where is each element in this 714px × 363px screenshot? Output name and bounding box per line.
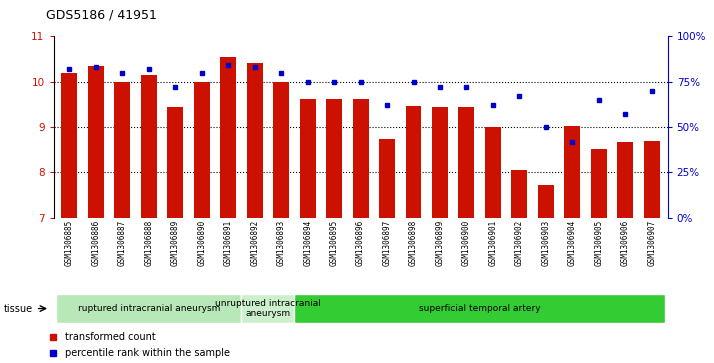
- Text: transformed count: transformed count: [65, 332, 156, 342]
- Bar: [326, 99, 342, 218]
- Text: percentile rank within the sample: percentile rank within the sample: [65, 348, 230, 358]
- Bar: [379, 139, 395, 218]
- Bar: [247, 62, 263, 218]
- Text: GSM1306905: GSM1306905: [594, 219, 603, 266]
- Bar: [88, 66, 104, 218]
- Bar: [406, 106, 421, 218]
- Text: GSM1306885: GSM1306885: [65, 219, 74, 266]
- Bar: [564, 126, 580, 218]
- Text: GSM1306906: GSM1306906: [620, 219, 630, 266]
- Text: GSM1306897: GSM1306897: [383, 219, 391, 266]
- Bar: [141, 75, 157, 218]
- Bar: [353, 99, 368, 218]
- Bar: [294, 294, 665, 323]
- Bar: [644, 141, 660, 218]
- Text: tissue: tissue: [4, 303, 33, 314]
- Text: GSM1306907: GSM1306907: [647, 219, 656, 266]
- Text: GSM1306894: GSM1306894: [303, 219, 312, 266]
- Bar: [193, 82, 210, 218]
- Bar: [458, 107, 474, 218]
- Text: unruptured intracranial
aneurysm: unruptured intracranial aneurysm: [215, 299, 321, 318]
- Bar: [56, 294, 241, 323]
- Bar: [618, 142, 633, 218]
- Text: GSM1306888: GSM1306888: [144, 219, 154, 266]
- Bar: [114, 82, 130, 218]
- Text: GSM1306893: GSM1306893: [276, 219, 286, 266]
- Text: GSM1306886: GSM1306886: [91, 219, 101, 266]
- Text: GSM1306895: GSM1306895: [330, 219, 338, 266]
- Text: GDS5186 / 41951: GDS5186 / 41951: [46, 9, 157, 22]
- Bar: [590, 149, 607, 218]
- Bar: [61, 73, 77, 218]
- Text: GSM1306898: GSM1306898: [409, 219, 418, 266]
- Text: GSM1306903: GSM1306903: [541, 219, 550, 266]
- Bar: [221, 57, 236, 218]
- Text: ruptured intracranial aneurysm: ruptured intracranial aneurysm: [78, 304, 220, 313]
- Text: GSM1306899: GSM1306899: [436, 219, 445, 266]
- Text: GSM1306892: GSM1306892: [250, 219, 259, 266]
- Text: GSM1306902: GSM1306902: [515, 219, 524, 266]
- Bar: [511, 170, 528, 218]
- Text: GSM1306904: GSM1306904: [568, 219, 577, 266]
- Text: GSM1306891: GSM1306891: [223, 219, 233, 266]
- Bar: [273, 82, 289, 218]
- Text: GSM1306890: GSM1306890: [197, 219, 206, 266]
- Text: GSM1306900: GSM1306900: [462, 219, 471, 266]
- Bar: [300, 99, 316, 218]
- Bar: [485, 127, 501, 218]
- Bar: [432, 107, 448, 218]
- Bar: [241, 294, 294, 323]
- Text: GSM1306887: GSM1306887: [118, 219, 127, 266]
- Bar: [538, 185, 554, 218]
- Text: superficial temporal artery: superficial temporal artery: [419, 304, 540, 313]
- Bar: [167, 107, 183, 218]
- Text: GSM1306896: GSM1306896: [356, 219, 365, 266]
- Text: GSM1306901: GSM1306901: [488, 219, 498, 266]
- Text: GSM1306889: GSM1306889: [171, 219, 180, 266]
